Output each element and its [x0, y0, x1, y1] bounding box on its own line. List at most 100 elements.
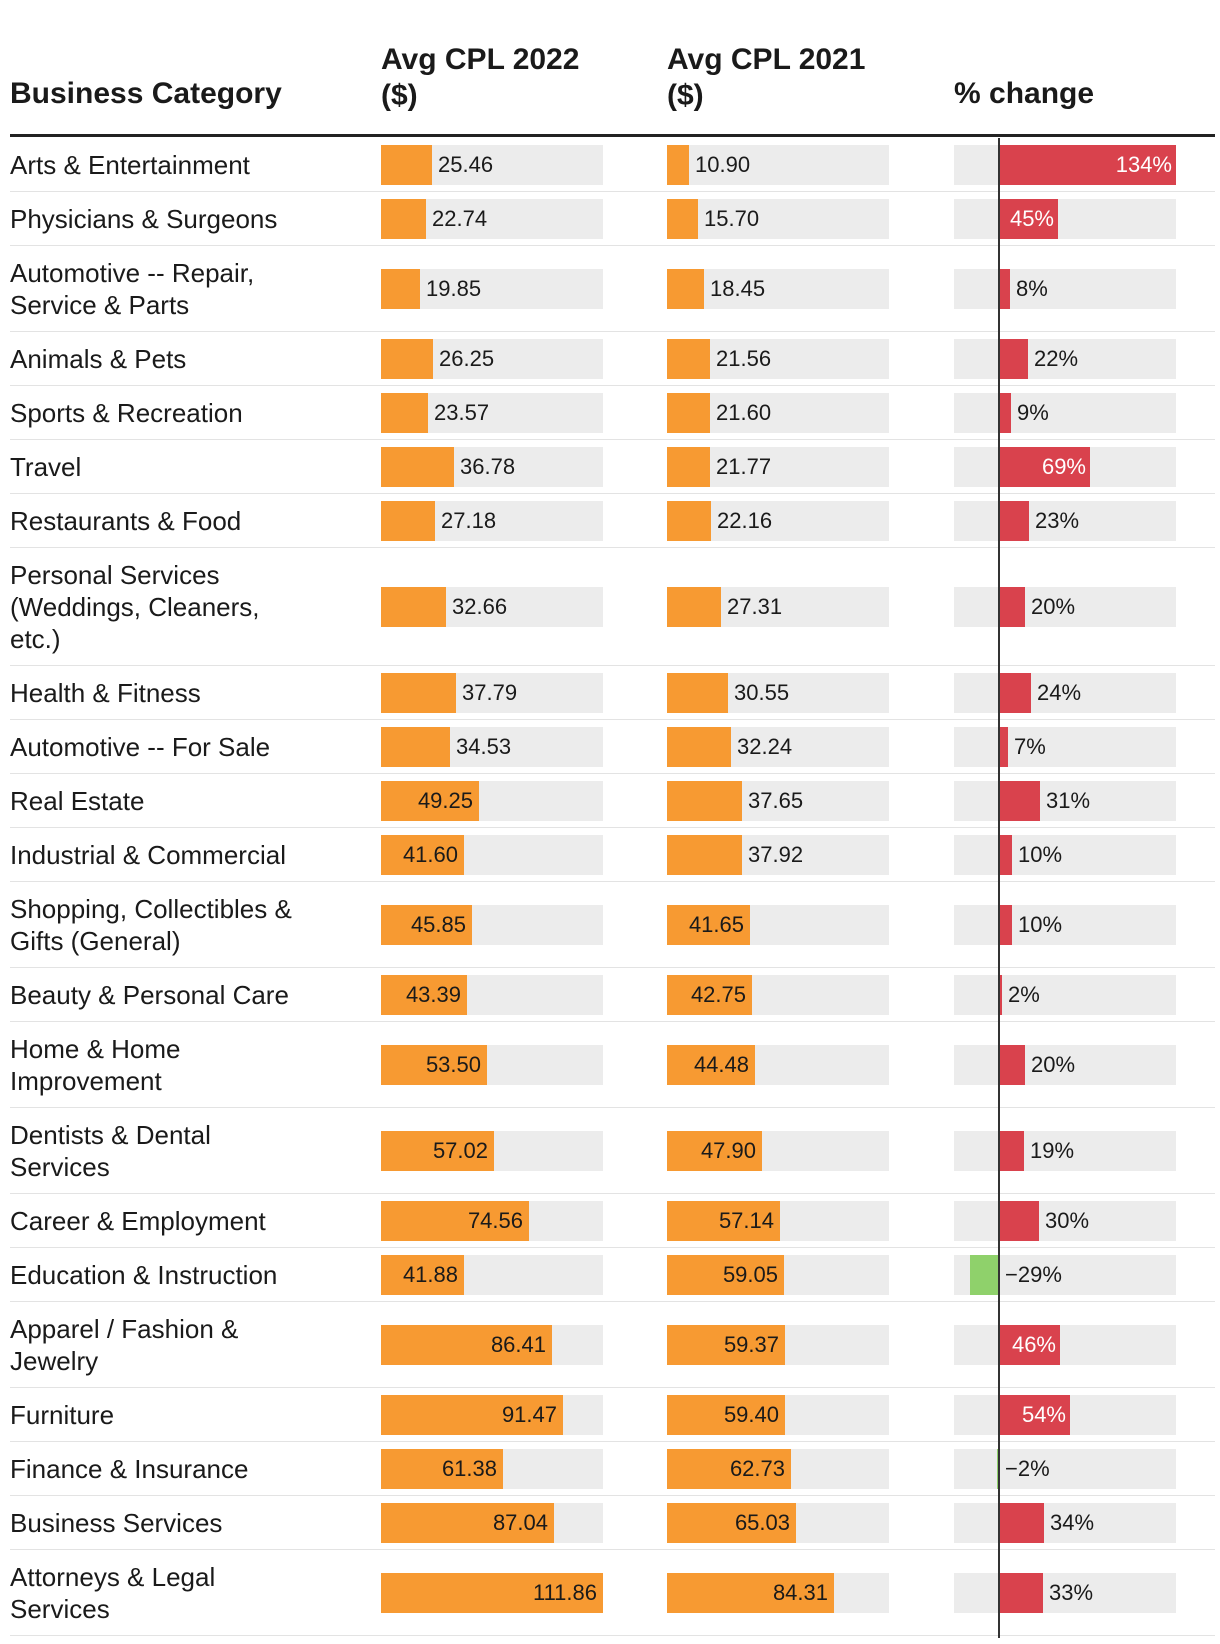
- change-value: −2%: [1005, 1456, 1050, 1481]
- cpl-2022-value: 22.74: [432, 206, 488, 231]
- cpl-2022-bar: [381, 587, 446, 627]
- category-label: Restaurants & Food: [10, 494, 350, 548]
- table-row: Sports & Recreation 23.57 21.60 9%: [10, 386, 1215, 440]
- table-row: Education & Instruction 41.88 59.05 −29%: [10, 1248, 1215, 1302]
- cpl-2022-value: 19.85: [426, 276, 482, 301]
- change-bar: [999, 1573, 1043, 1613]
- category-text: Home & Home Improvement: [10, 1033, 181, 1097]
- cpl-2021-bar: [667, 269, 704, 309]
- change-bar: [999, 1325, 1060, 1365]
- cpl-2021-value: 22.16: [717, 508, 773, 533]
- change-value: 10%: [1018, 842, 1063, 867]
- category-line: Gifts (General): [10, 926, 181, 956]
- cpl-2021-track: 59.05: [667, 1255, 889, 1295]
- change-bar: [999, 501, 1029, 541]
- change-bar: [999, 975, 1002, 1015]
- category-line: Arts & Entertainment: [10, 150, 250, 180]
- category-line: Industrial & Commercial: [10, 840, 286, 870]
- cpl-2021-bar: [667, 835, 742, 875]
- cpl-2021-bar: [667, 1503, 796, 1543]
- change-value: 134%: [1115, 152, 1172, 177]
- cpl-2022-track: 34.53: [381, 727, 603, 767]
- cpl-2022-bar: [381, 1131, 494, 1171]
- category-text: Dentists & Dental Services: [10, 1119, 211, 1183]
- change-bar: [970, 1255, 999, 1295]
- change-track: 24%: [954, 673, 1176, 713]
- cpl-2022-bar: [381, 1255, 464, 1295]
- cpl-2021-bar: [667, 781, 742, 821]
- cpl-2021-bar: [667, 1131, 762, 1171]
- cpl-2022-value: 23.57: [434, 400, 490, 425]
- table-row: Real Estate 49.25 37.65 31%: [10, 774, 1215, 828]
- category-line: (Weddings, Cleaners,: [10, 592, 260, 622]
- change-value: 7%: [1014, 734, 1046, 759]
- cpl-2022-bar: [381, 1201, 529, 1241]
- cpl-2021-track: 10.90: [667, 145, 889, 185]
- cpl-2021-value: 41.65: [688, 912, 744, 937]
- cpl-2021-value: 30.55: [734, 680, 790, 705]
- cpl-2022-value: 53.50: [425, 1052, 481, 1077]
- cpl-2022-value: 74.56: [467, 1208, 523, 1233]
- change-zero-axis: [998, 138, 1000, 1638]
- cpl-2021-track: 44.48: [667, 1045, 889, 1085]
- category-line: Jewelry: [10, 1346, 99, 1376]
- category-label: Apparel / Fashion & Jewelry: [10, 1302, 350, 1388]
- cpl-2022-value: 86.41: [490, 1332, 546, 1357]
- change-track: 46%: [954, 1325, 1176, 1365]
- category-label: Physicians & Surgeons: [10, 192, 350, 246]
- cpl-2021-bar: [667, 1325, 785, 1365]
- category-label: Finance & Insurance: [10, 1442, 350, 1496]
- change-value: 9%: [1017, 400, 1049, 425]
- cpl-2022-bar: [381, 673, 456, 713]
- change-track: 30%: [954, 1201, 1176, 1241]
- change-value: 20%: [1031, 1052, 1076, 1077]
- cpl-2021-bar: [667, 1573, 834, 1613]
- category-label: Real Estate: [10, 774, 350, 828]
- cpl-2022-bar: [381, 727, 450, 767]
- cpl-2022-track: 57.02: [381, 1131, 603, 1171]
- cpl-2022-bar: [381, 1449, 503, 1489]
- cpl-2022-track: 22.74: [381, 199, 603, 239]
- change-track: 9%: [954, 393, 1176, 433]
- category-text: Shopping, Collectibles & Gifts (General): [10, 893, 292, 957]
- cpl-2021-value: 27.31: [727, 594, 783, 619]
- cpl-2022-track: 87.04: [381, 1503, 603, 1543]
- category-line: Career & Employment: [10, 1206, 266, 1236]
- cpl-2022-bar: [381, 199, 426, 239]
- cpl-2022-bar: [381, 781, 479, 821]
- change-value: 34%: [1050, 1510, 1095, 1535]
- category-text: Sports & Recreation: [10, 397, 243, 429]
- category-text: Animals & Pets: [10, 343, 186, 375]
- cpl-2022-bar: [381, 339, 433, 379]
- table-row: Furniture 91.47 59.40 54%: [10, 1388, 1215, 1442]
- change-track: 69%: [954, 447, 1176, 487]
- change-track: 8%: [954, 269, 1176, 309]
- cpl-2021-track: 41.65: [667, 905, 889, 945]
- change-value: 10%: [1018, 912, 1063, 937]
- cpl-2022-track: 74.56: [381, 1201, 603, 1241]
- cpl-2021-track: 30.55: [667, 673, 889, 713]
- table-row: Business Services 87.04 65.03 34%: [10, 1496, 1215, 1550]
- change-track: 20%: [954, 1045, 1176, 1085]
- change-value: 45%: [1009, 206, 1054, 231]
- category-label: Sports & Recreation: [10, 386, 350, 440]
- cpl-2022-value: 37.79: [462, 680, 518, 705]
- category-label: Home & Home Improvement: [10, 1022, 350, 1108]
- cpl-2022-bar: [381, 269, 420, 309]
- cpl-2021-track: 42.75: [667, 975, 889, 1015]
- category-label: Attorneys & Legal Services: [10, 1550, 350, 1636]
- cpl-2021-value: 42.75: [690, 982, 746, 1007]
- category-text: Arts & Entertainment: [10, 149, 250, 181]
- category-text: Career & Employment: [10, 1205, 266, 1237]
- table-row: Beauty & Personal Care 43.39 42.75 2%: [10, 968, 1215, 1022]
- category-text: Automotive -- Repair, Service & Parts: [10, 257, 254, 321]
- cpl-2021-value: 62.73: [729, 1456, 785, 1481]
- change-bar: [999, 1201, 1039, 1241]
- cpl-2022-bar: [381, 1503, 554, 1543]
- cpl-2021-bar: [667, 1449, 791, 1489]
- cpl-2021-track: 21.56: [667, 339, 889, 379]
- change-track: 31%: [954, 781, 1176, 821]
- cpl-2022-value: 49.25: [417, 788, 473, 813]
- cpl-2022-track: 41.88: [381, 1255, 603, 1295]
- change-value: 20%: [1031, 594, 1076, 619]
